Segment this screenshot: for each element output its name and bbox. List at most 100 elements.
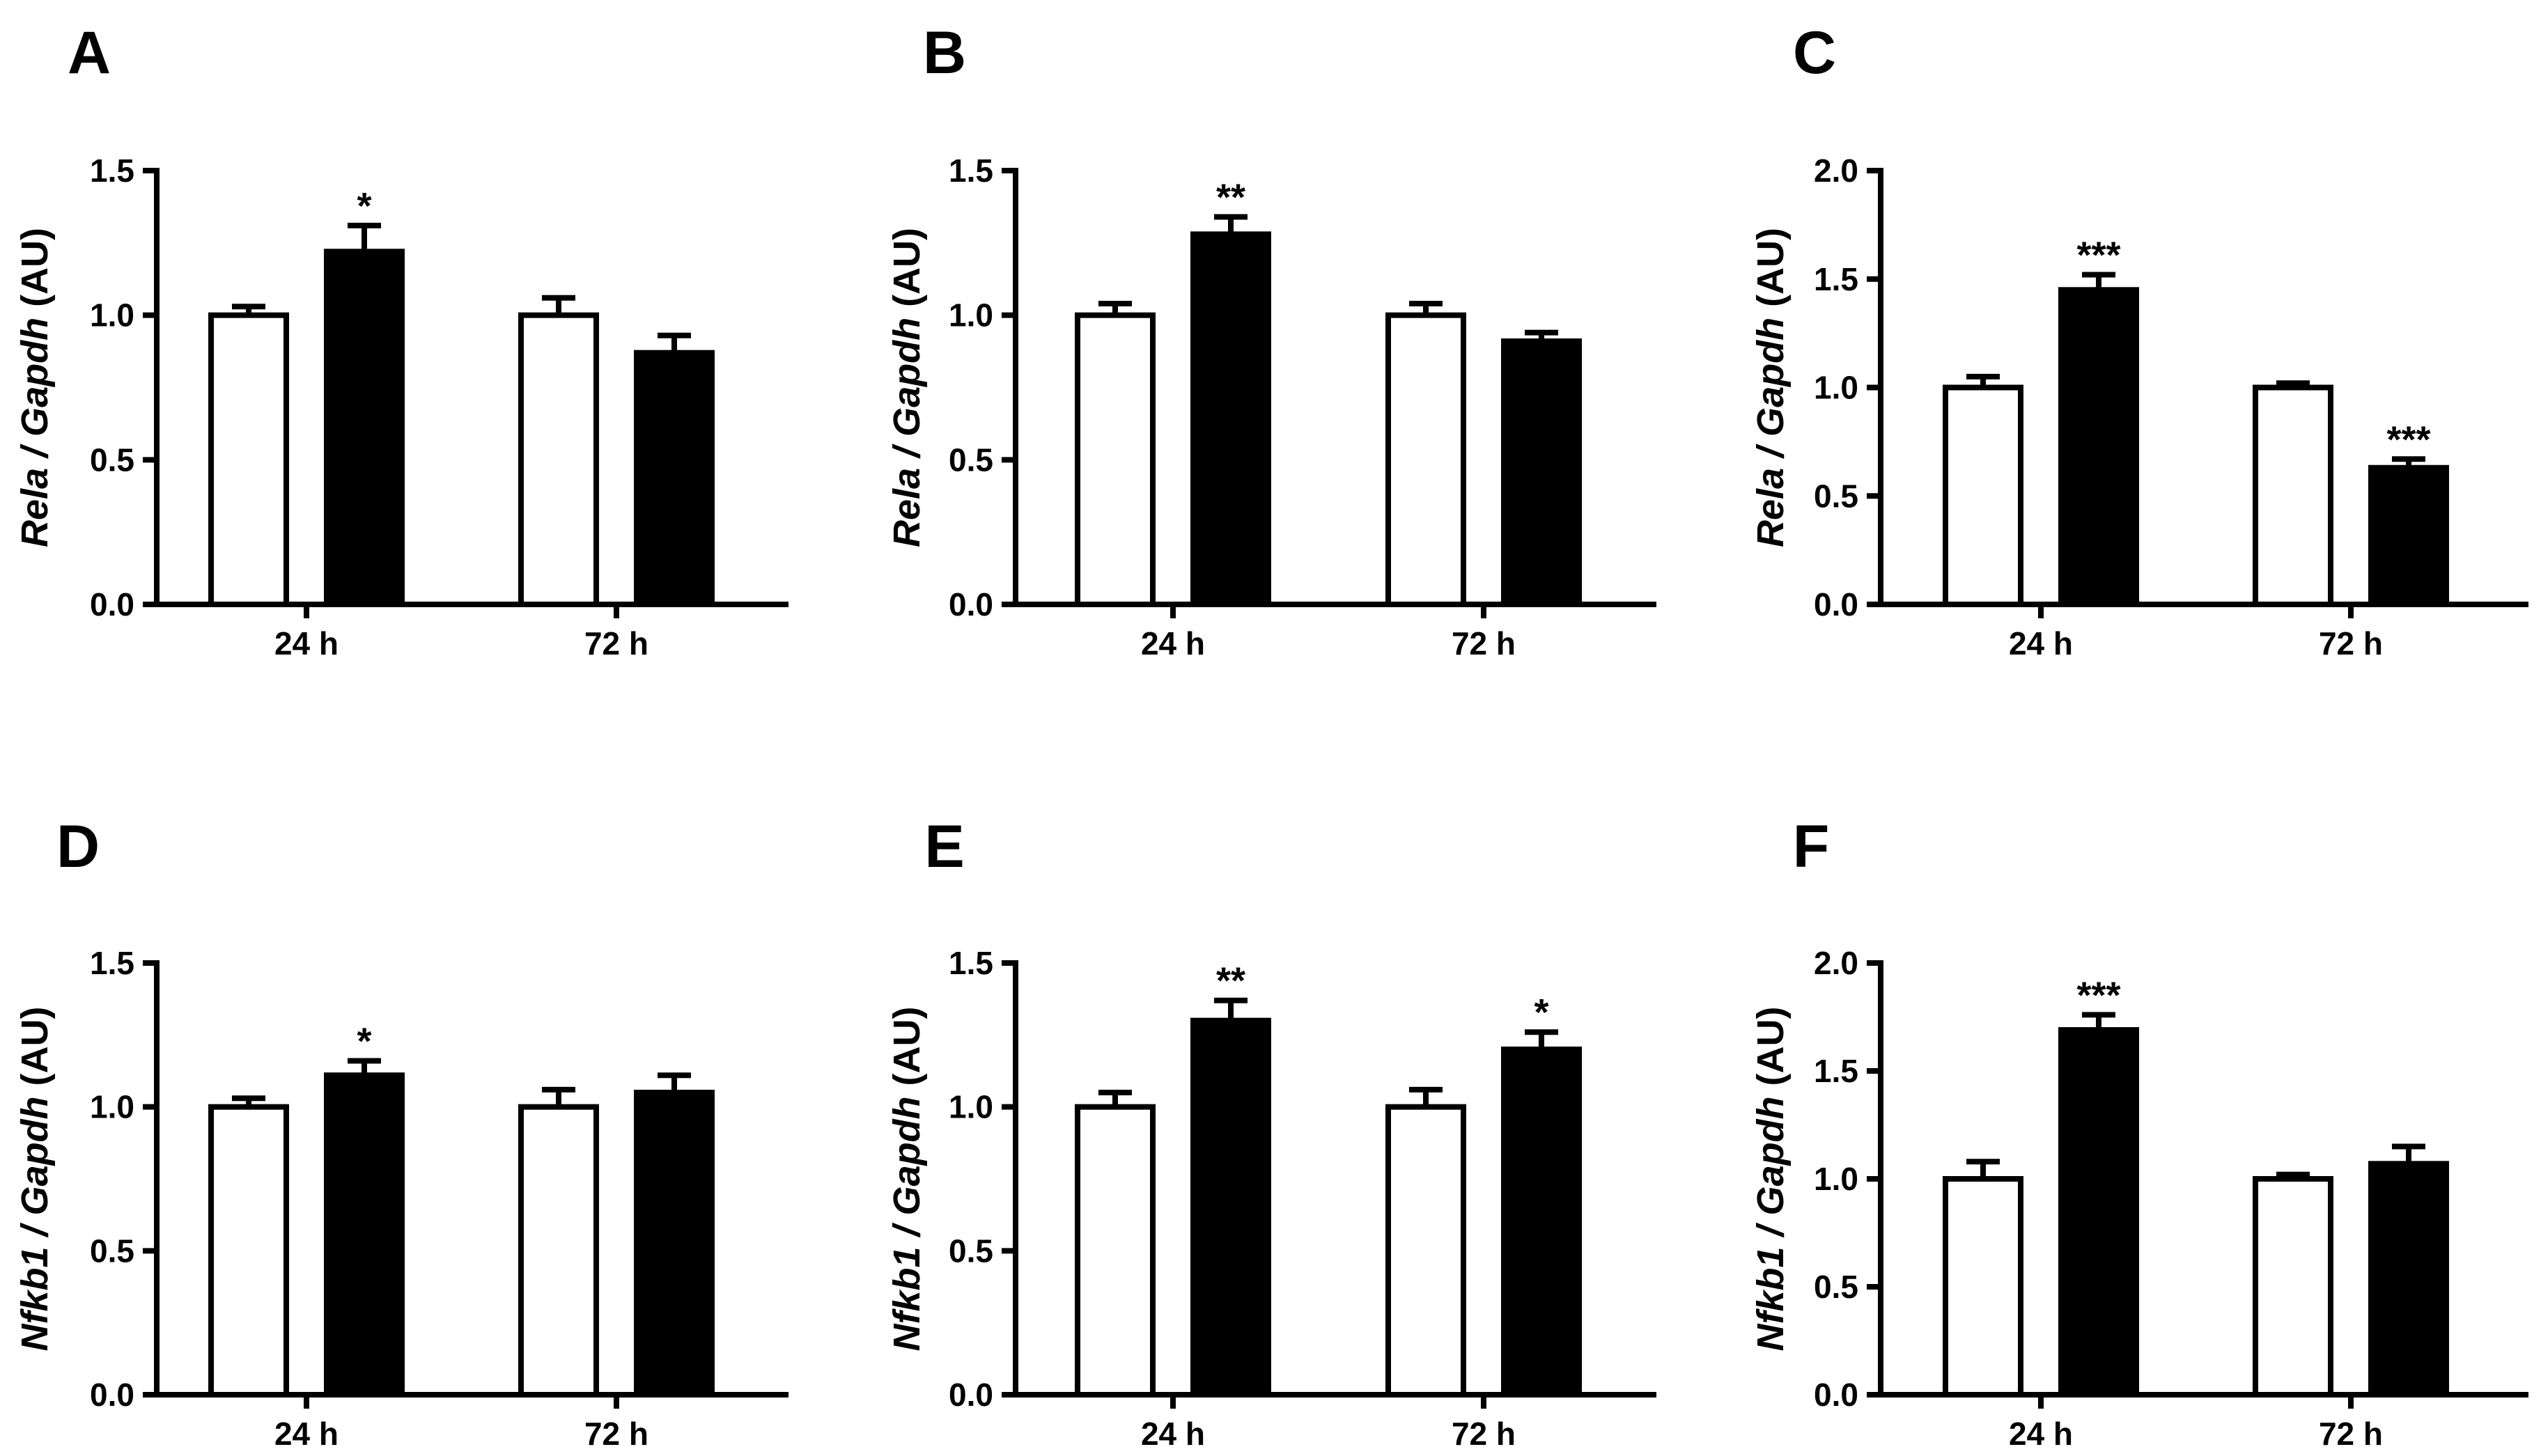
y-tick-label: 1.0 xyxy=(90,297,134,334)
chart-panel-f: F 0.0 0.5 1.0 1.5 2.0 24 h 72 h *** Nfkb1 / Gapdh… xyxy=(1750,813,2528,1452)
y-axis-label-separator: / xyxy=(1750,1215,1792,1246)
bar-treated xyxy=(634,1090,715,1398)
y-axis-label-numerator: Rela xyxy=(14,468,56,547)
y-axis-label-denominator: Gapdh xyxy=(14,318,56,437)
bar-control xyxy=(1385,1104,1466,1398)
bar-control xyxy=(1943,384,2023,607)
y-axis-label: Rela / Gapdh (AU) xyxy=(1750,228,1792,547)
y-tick-label: 2.0 xyxy=(1814,152,1858,189)
y-tick-label: 0.0 xyxy=(1814,586,1858,623)
bar-treated xyxy=(1190,1017,1271,1398)
y-tick-label: 1.0 xyxy=(949,297,993,334)
y-tick-label: 1.5 xyxy=(1814,261,1858,297)
y-axis-label-denominator: Gapdh xyxy=(14,1096,56,1215)
bar-control xyxy=(1075,1104,1156,1398)
y-tick-label: 1.5 xyxy=(949,152,993,189)
y-axis-label: Nfkb1 / Gapdh (AU) xyxy=(886,1006,928,1351)
bar-control xyxy=(1075,312,1156,607)
panel-letter: C xyxy=(1793,19,1836,86)
significance-marker: *** xyxy=(2386,418,2430,460)
y-axis-label-numerator: Nfkb1 xyxy=(886,1246,928,1351)
y-axis-label-denominator: Gapdh xyxy=(886,1096,928,1215)
bar-treated xyxy=(2058,1027,2139,1398)
y-tick-label: 0.5 xyxy=(90,1232,134,1269)
y-axis-label-separator: / xyxy=(14,1215,56,1246)
bar-treated xyxy=(2368,1161,2449,1398)
y-tick-label: 0.0 xyxy=(90,586,134,623)
x-tick-label: 72 h xyxy=(2319,625,2383,662)
panel-letter: D xyxy=(56,813,100,880)
chart-panel-e: E0.00.51.01.524 h 72 h***Nfkb1 / Gapdh (A… xyxy=(886,813,1656,1452)
panel-letter: F xyxy=(1793,813,1830,880)
y-axis-label-separator: / xyxy=(886,437,928,468)
bar-control xyxy=(1385,312,1466,607)
bar-control xyxy=(518,312,599,607)
significance-marker: ** xyxy=(1216,960,1245,1002)
y-tick-label: 1.5 xyxy=(90,945,134,981)
bar-control xyxy=(2253,384,2333,607)
y-tick-label: 0.5 xyxy=(90,441,134,478)
bar-treated xyxy=(2368,464,2449,607)
bar-treated xyxy=(1501,1047,1582,1398)
x-tick-label: 72 h xyxy=(584,1416,648,1452)
y-tick-label: 0.0 xyxy=(1814,1377,1858,1413)
y-axis-label-unit: (AU) xyxy=(886,228,928,318)
bar-treated xyxy=(1501,338,1582,607)
chart-panel-b: B 0.0 0.5 1.0 1.5 24 h 72 h ** Rela / Gapdh (AU) xyxy=(886,19,1656,662)
y-axis-label: Nfkb1 / Gapdh (AU) xyxy=(14,1006,56,1351)
y-axis-label: Rela / Gapdh (AU) xyxy=(14,228,56,547)
significance-marker: ** xyxy=(1216,176,1245,218)
chart-panel-c: C 0.0 0.5 1.0 1.5 2.0 24 h 72 h *** *** Rela / Gap… xyxy=(1750,19,2528,662)
y-axis-label: Nfkb1 / Gapdh (AU) xyxy=(1750,1006,1792,1351)
y-axis-label-unit: (AU) xyxy=(886,1006,928,1096)
x-tick-label: 72 h xyxy=(1452,625,1516,662)
significance-marker: *** xyxy=(2076,235,2120,276)
y-axis-label-denominator: Gapdh xyxy=(1750,1096,1792,1215)
significance-marker: * xyxy=(1534,992,1548,1033)
y-axis-label-separator: / xyxy=(886,1215,928,1246)
bar-control xyxy=(2253,1176,2333,1398)
y-tick-label: 0.0 xyxy=(90,1377,134,1413)
significance-marker: *** xyxy=(2076,974,2120,1016)
x-tick-label: 24 h xyxy=(274,625,339,662)
panel-letter: B xyxy=(923,19,966,86)
y-axis-label-unit: (AU) xyxy=(14,1006,56,1096)
y-axis-label-unit: (AU) xyxy=(14,228,56,318)
x-tick-label: 24 h xyxy=(1141,625,1205,662)
y-axis-label-numerator: Nfkb1 xyxy=(1750,1246,1792,1351)
bar-control xyxy=(1943,1176,2023,1398)
x-tick-label: 24 h xyxy=(2009,625,2073,662)
x-tick-label: 72 h xyxy=(1452,1416,1516,1452)
panel-letter: A xyxy=(68,19,111,86)
y-axis-label-numerator: Rela xyxy=(886,468,928,547)
y-tick-label: 0.5 xyxy=(1814,478,1858,514)
x-tick-label: 72 h xyxy=(2319,1416,2383,1452)
y-axis-label-separator: / xyxy=(14,437,56,468)
y-tick-label: 1.0 xyxy=(949,1089,993,1125)
bar-treated xyxy=(1190,231,1271,607)
significance-marker: * xyxy=(357,1021,371,1063)
y-axis-label-denominator: Gapdh xyxy=(886,318,928,437)
x-tick-label: 24 h xyxy=(274,1416,339,1452)
y-tick-label: 1.5 xyxy=(949,945,993,981)
x-tick-label: 24 h xyxy=(2009,1416,2073,1452)
y-axis-label-denominator: Gapdh xyxy=(1750,318,1792,437)
y-tick-label: 0.5 xyxy=(1814,1269,1858,1305)
y-tick-label: 0.5 xyxy=(949,1232,993,1269)
y-tick-label: 0.5 xyxy=(949,441,993,478)
bar-control xyxy=(518,1104,599,1398)
y-tick-label: 0.0 xyxy=(949,1377,993,1413)
y-axis-label-numerator: Nfkb1 xyxy=(14,1246,56,1351)
y-tick-label: 2.0 xyxy=(1814,945,1858,981)
y-tick-label: 0.0 xyxy=(949,586,993,623)
y-axis-label: Rela / Gapdh (AU) xyxy=(886,228,928,547)
bar-treated xyxy=(324,1072,405,1398)
bar-control xyxy=(208,1104,289,1398)
y-axis-label-unit: (AU) xyxy=(1750,228,1792,318)
x-tick-label: 72 h xyxy=(584,625,648,662)
y-tick-label: 1.0 xyxy=(1814,1161,1858,1197)
bar-treated xyxy=(634,350,715,607)
chart-panel-a: A 0.0 0.5 1.0 1.5 24 h 72 h * Rela / Gapdh (AU) xyxy=(14,19,788,662)
y-axis-label-numerator: Rela xyxy=(1750,468,1792,547)
